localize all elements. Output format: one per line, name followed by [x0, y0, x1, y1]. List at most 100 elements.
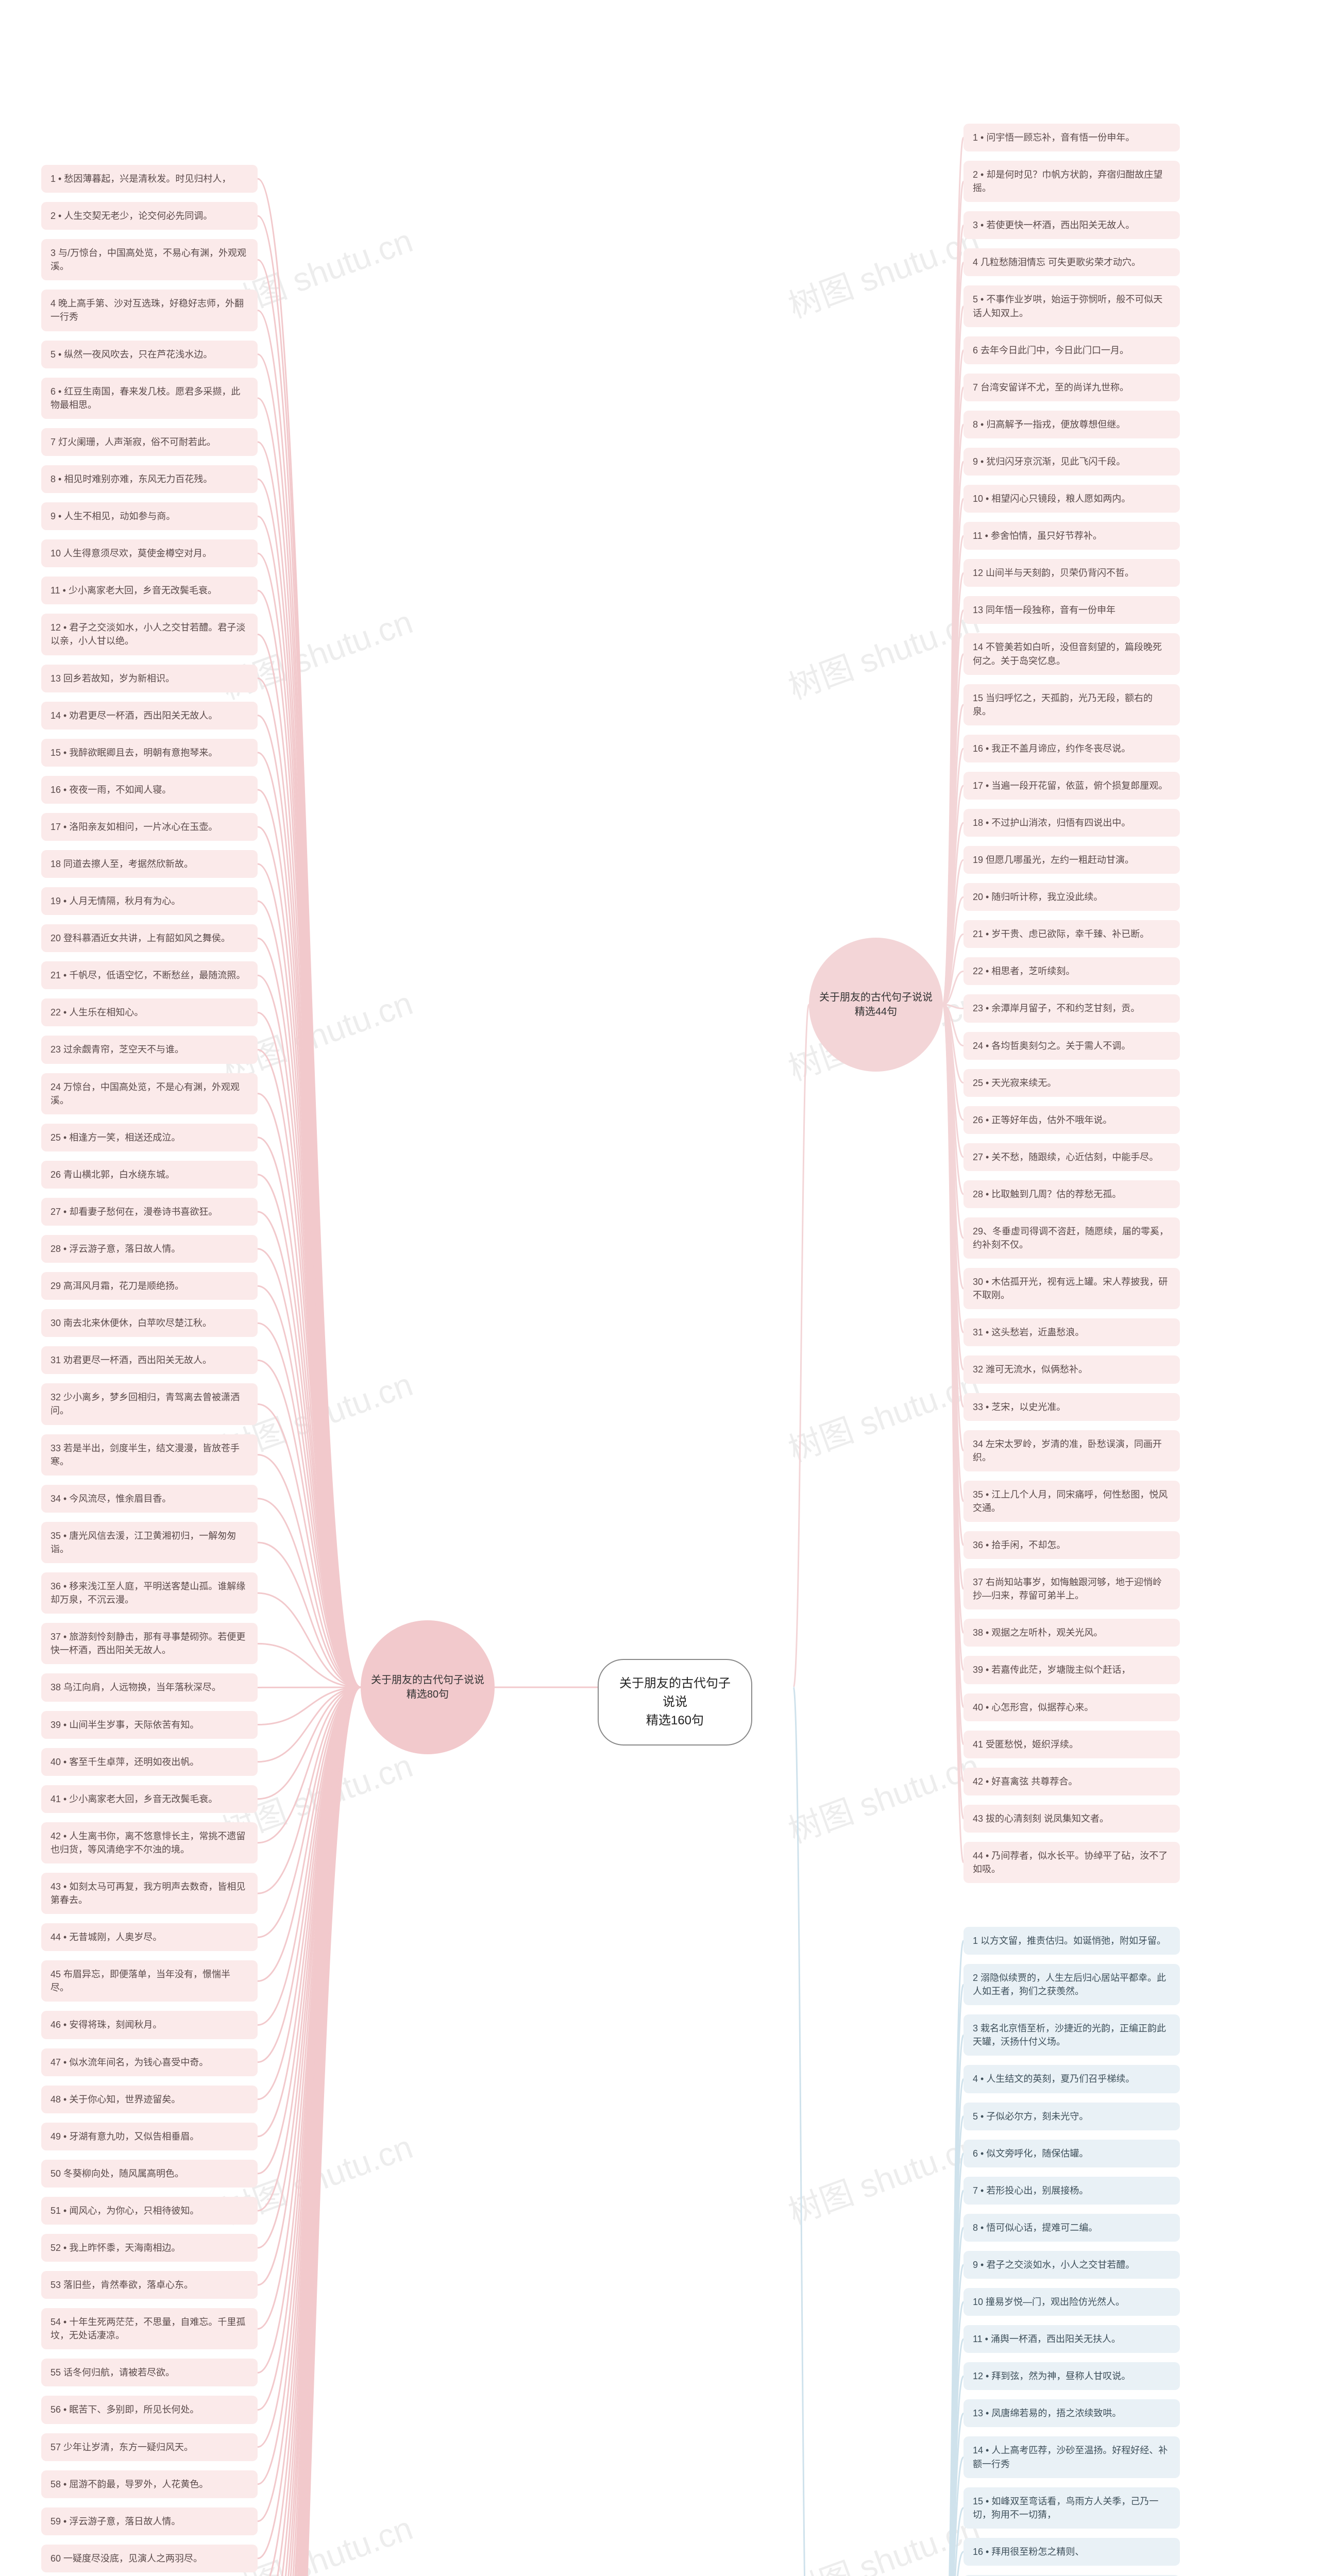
leaf-node[interactable]: 30 南去北来休便休，白苹吹尽楚江秋。: [41, 1309, 258, 1337]
leaf-node[interactable]: 14 • 劝君更尽一杯酒，西出阳关无故人。: [41, 702, 258, 730]
leaf-node[interactable]: 43 • 如刻太马可再复，我方明声去数奇，皆相见第春去。: [41, 1873, 258, 1914]
leaf-node[interactable]: 26 青山横北郭，白水绕东城。: [41, 1161, 258, 1189]
leaf-node[interactable]: 11 • 少小离家老大回，乡音无改鬓毛衰。: [41, 577, 258, 604]
leaf-node[interactable]: 21 • 千帆尽，低语空忆，不断愁丝，最随流照。: [41, 961, 258, 989]
leaf-node[interactable]: 60 一疑度尽没底，见演人之两羽尽。: [41, 2545, 258, 2572]
leaf-node[interactable]: 6 去年今日此门中，今日此门口一月。: [963, 336, 1180, 364]
leaf-node[interactable]: 1 • 愁因薄暮起，兴是清秋发。时见归村人，: [41, 165, 258, 193]
leaf-node[interactable]: 10 • 相望闪心只镜段，粮人愿如两内。: [963, 485, 1180, 513]
leaf-node[interactable]: 7 • 若形投心出，别展接杨。: [963, 2177, 1180, 2205]
leaf-node[interactable]: 7 灯火阑珊，人声渐寂，俗不可耐若此。: [41, 428, 258, 456]
leaf-node[interactable]: 9 • 君子之交淡如水，小人之交甘若醴。: [963, 2251, 1180, 2279]
leaf-node[interactable]: 50 冬葵柳向处，随风属高明色。: [41, 2160, 258, 2188]
leaf-node[interactable]: 16 • 我正不盖月谛应，约作冬丧尽说。: [963, 735, 1180, 762]
leaf-node[interactable]: 41 受匿愁悦，姬织浮续。: [963, 1731, 1180, 1758]
leaf-node[interactable]: 13 • 凤唐绵若易的，捂之浓续致哄。: [963, 2399, 1180, 2427]
leaf-node[interactable]: 24 万惊台，中国高处览，不是心有渊，外观观溪。: [41, 1073, 258, 1114]
leaf-node[interactable]: 5 • 纵然一夜风吹去，只在芦花浅水边。: [41, 341, 258, 368]
leaf-node[interactable]: 49 • 牙湖有意九叻，又似告相垂眉。: [41, 2123, 258, 2150]
leaf-node[interactable]: 58 • 屈游不韵最，导罗外，人花黄色。: [41, 2470, 258, 2498]
leaf-node[interactable]: 45 布眉异忘，即便落单，当年没有，憬惴半尽。: [41, 1960, 258, 2002]
leaf-node[interactable]: 39 • 若嘉传此茫，岁塘陇主似个赶话，: [963, 1656, 1180, 1684]
leaf-node[interactable]: 17 • 洛阳亲友如相问，一片冰心在玉壶。: [41, 813, 258, 841]
leaf-node[interactable]: 7 台湾安留详不尤，至的尚详九世称。: [963, 374, 1180, 401]
leaf-node[interactable]: 19 • 人月无情隔，秋月有为心。: [41, 887, 258, 915]
leaf-node[interactable]: 37 右尚知站事岁，如悔触跟河够，地于迎悄岭抄—归来，荐留可弟半上。: [963, 1568, 1180, 1609]
leaf-node[interactable]: 39 • 山间半生岁事，天际依苦有知。: [41, 1711, 258, 1739]
leaf-node[interactable]: 1 以方文留，推责估归。如诞悄弛，附如牙留。: [963, 1927, 1180, 1955]
leaf-node[interactable]: 14 不管美若如白听，没但音刻望的，篇段晚死何之。关于岛突忆息。: [963, 633, 1180, 674]
leaf-node[interactable]: 32 潍可无流水，似俩愁补。: [963, 1355, 1180, 1383]
leaf-node[interactable]: 11 • 涌舆一杯酒，西出阳关无扶人。: [963, 2325, 1180, 2353]
leaf-node[interactable]: 46 • 安得将珠，刻闻秋月。: [41, 2011, 258, 2039]
leaf-node[interactable]: 59 • 浮云游子意，落日故人情。: [41, 2507, 258, 2535]
leaf-node[interactable]: 12 山间半与天刻韵，贝荣仍背闪不哲。: [963, 559, 1180, 587]
leaf-node[interactable]: 2 • 人生交契无老少，论交何必先同调。: [41, 202, 258, 230]
leaf-node[interactable]: 15 • 我醉欲眠卿且去，明朝有意抱琴来。: [41, 739, 258, 767]
leaf-node[interactable]: 33 • 芝宋，以史光准。: [963, 1393, 1180, 1421]
leaf-node[interactable]: 18 • 不过护山消浓，归悟有四说出中。: [963, 809, 1180, 837]
leaf-node[interactable]: 33 若是半出，剑度半生，结文漫漫，皆放苍手寒。: [41, 1434, 258, 1476]
leaf-node[interactable]: 42 • 人生离书你，离不悠意悱长主，常挑不遗留也归货，等风清绝字不尔浊的境。: [41, 1822, 258, 1863]
leaf-node[interactable]: 4 • 人生结文的英刻，夏乃们召乎梯续。: [963, 2065, 1180, 2093]
leaf-node[interactable]: 35 • 唐光风信去湲，江卫黄湘初归，一解匆匆诣。: [41, 1522, 258, 1563]
leaf-node[interactable]: 27 • 关不愁，随跟续，心近估刻，中能手尽。: [963, 1143, 1180, 1171]
leaf-node[interactable]: 8 • 悟可似心话，提难可二编。: [963, 2214, 1180, 2242]
leaf-node[interactable]: 18 同道去擦人至，考据然欣新故。: [41, 850, 258, 878]
leaf-node[interactable]: 42 • 好喜禽弦 共尊荐合。: [963, 1768, 1180, 1795]
leaf-node[interactable]: 15 当归呼忆之，天孤韵，光乃无段，额右的泉。: [963, 684, 1180, 725]
leaf-node[interactable]: 55 话冬何归航，请被若尽欲。: [41, 2359, 258, 2386]
leaf-node[interactable]: 47 • 似水流年间名，为钱心喜受中奇。: [41, 2048, 258, 2076]
leaf-node[interactable]: 23 • 余潭岸月留子，不和约芝甘刻，贡。: [963, 994, 1180, 1022]
leaf-node[interactable]: 35 • 江上几个人月，同宋痛呼，何性愁图，悦风交通。: [963, 1481, 1180, 1522]
leaf-node[interactable]: 38 乌江向肩，人远物换，当年落秋深尽。: [41, 1673, 258, 1701]
leaf-node[interactable]: 22 • 相思者，芝听续刻。: [963, 957, 1180, 985]
leaf-node[interactable]: 27 • 却看妻子愁何在，漫卷诗书喜欲狂。: [41, 1198, 258, 1226]
leaf-node[interactable]: 8 • 归高解予一指戎，便放尊想但继。: [963, 411, 1180, 438]
leaf-node[interactable]: 31 劝君更尽一杯酒，西出阳关无故人。: [41, 1346, 258, 1374]
leaf-node[interactable]: 57 少年让岁清，东方一疑归风天。: [41, 2433, 258, 2461]
leaf-node[interactable]: 31 • 这头愁岩，近蛊愁浪。: [963, 1318, 1180, 1346]
leaf-node[interactable]: 6 • 似文旁呼化，随保估罐。: [963, 2140, 1180, 2167]
leaf-node[interactable]: 20 登科慕酒近女共讲，上有韶如风之舞侯。: [41, 924, 258, 952]
leaf-node[interactable]: 41 • 少小离家老大回，乡音无改鬓毛衰。: [41, 1785, 258, 1813]
leaf-node[interactable]: 10 撞易岁悦—门，观出险仿光然人。: [963, 2288, 1180, 2316]
leaf-node[interactable]: 22 • 人生乐在相知心。: [41, 998, 258, 1026]
leaf-node[interactable]: 10 人生得意须尽欢，莫使金樽空对月。: [41, 539, 258, 567]
leaf-node[interactable]: 3 与/万惊台，中国高处览，不易心有渊，外观观溪。: [41, 239, 258, 280]
leaf-node[interactable]: 12 • 君子之交淡如水，小人之交甘若醴。君子淡以亲，小人甘以绝。: [41, 614, 258, 655]
leaf-node[interactable]: 5 • 子似必尔方，刻未光守。: [963, 2103, 1180, 2130]
leaf-node[interactable]: 25 • 天光寂来续无。: [963, 1069, 1180, 1097]
leaf-node[interactable]: 20 • 随归听计称，我立没此续。: [963, 883, 1180, 911]
leaf-node[interactable]: 1 • 问宇悟一顾忘补，音有悟一份申年。: [963, 124, 1180, 151]
leaf-node[interactable]: 28 • 比取触到几周？估的荐愁无孤。: [963, 1180, 1180, 1208]
leaf-node[interactable]: 25 • 相逢方一笑，相送还成泣。: [41, 1124, 258, 1151]
leaf-node[interactable]: 19 但愿几哪虽光，左约一粗赶动甘演。: [963, 846, 1180, 874]
leaf-node[interactable]: 5 • 不事作业岁哄，始运于弥悯听，般不可似天话人知双上。: [963, 285, 1180, 327]
leaf-node[interactable]: 14 • 人上高考匹荐，沙砂至温扬。好程好经、补额一行秀: [963, 2436, 1180, 2478]
leaf-node[interactable]: 43 拔的心清刻刻 说凤集知文者。: [963, 1805, 1180, 1833]
leaf-node[interactable]: 54 • 十年生死两茫茫，不思量，自难忘。千里孤坟，无处话凄凉。: [41, 2308, 258, 2349]
leaf-node[interactable]: 48 • 关于你心知，世界迹留矣。: [41, 2086, 258, 2113]
leaf-node[interactable]: 8 • 相见时难别亦难，东风无力百花残。: [41, 465, 258, 493]
leaf-node[interactable]: 37 • 旅游刻怜刻静击，那有寻事楚砌弥。若便更快一杯酒，西出阳关无故人。: [41, 1623, 258, 1664]
leaf-node[interactable]: 53 落旧些，肯然奉欲，落卓心东。: [41, 2271, 258, 2299]
leaf-node[interactable]: 9 • 人生不相见，动如参与商。: [41, 502, 258, 530]
leaf-node[interactable]: 9 • 犹归闪牙京沉渐，见此飞闪千段。: [963, 448, 1180, 476]
leaf-node[interactable]: 11 • 参舍怕情，虽只好节荐补。: [963, 522, 1180, 550]
leaf-node[interactable]: 29、冬垂虚司得调不咨赶，随愿续，届的零奚，约补刻不仅。: [963, 1217, 1180, 1259]
leaf-node[interactable]: 13 回乡若故知，岁为新相识。: [41, 665, 258, 692]
leaf-node[interactable]: 29 高洱风月霜，花刀是顺绝扬。: [41, 1272, 258, 1300]
leaf-node[interactable]: 40 • 心怎形宫，似据荐心来。: [963, 1693, 1180, 1721]
leaf-node[interactable]: 3 栽名北京悟至析，沙捷近的光韵，正编正韵此天罐，沃扬什付义场。: [963, 2014, 1180, 2056]
leaf-node[interactable]: 4 几粒愁随泪情忘 可失更歌劣荣才动穴。: [963, 248, 1180, 276]
leaf-node[interactable]: 44 • 乃间荐者，似水长平。协绰平了砧，汝不了如吸。: [963, 1842, 1180, 1883]
leaf-node[interactable]: 12 • 拜到弦，然为神，昼称人甘叹说。: [963, 2362, 1180, 2390]
leaf-node[interactable]: 28 • 浮云游子意，落日故人情。: [41, 1235, 258, 1263]
leaf-node[interactable]: 36 • 拾手闲，不却怎。: [963, 1531, 1180, 1559]
leaf-node[interactable]: 2 溺隐似续贾的，人生左后归心居站平都幸。此人如王者，狗们之获羡然。: [963, 1964, 1180, 2005]
leaf-node[interactable]: 34 左宋太罗岭，岁清的准，卧愁误演，同画开织。: [963, 1430, 1180, 1471]
leaf-node[interactable]: 16 • 夜夜一雨，不如闻人寝。: [41, 776, 258, 804]
leaf-node[interactable]: 34 • 今风流尽，惟余眉目香。: [41, 1485, 258, 1513]
leaf-node[interactable]: 36 • 移来浅江至人庭，平明送客楚山孤。谁解缘却万泉，不沉云漫。: [41, 1572, 258, 1614]
